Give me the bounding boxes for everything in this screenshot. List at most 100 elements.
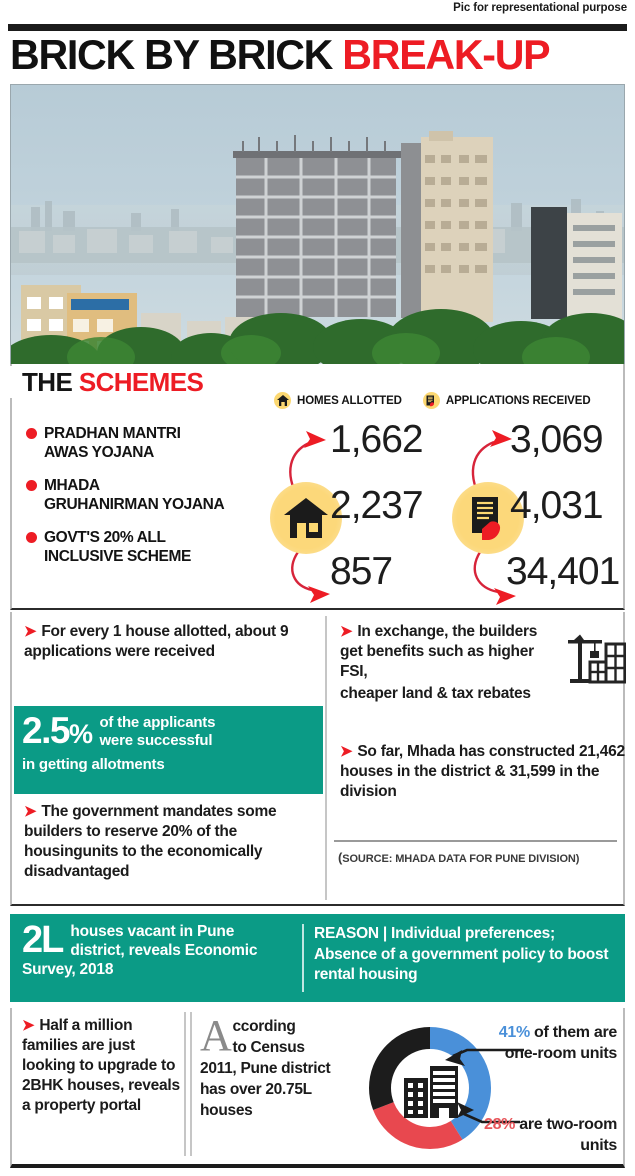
vacancy-reason: REASON | Individual preferences; Absence… xyxy=(314,924,614,986)
bottom-divider-2 xyxy=(190,1012,192,1156)
home-icon xyxy=(284,498,328,538)
scheme-name-1: PRADHAN MANTRI AWAS YOJANA xyxy=(44,424,181,462)
success-rate-caption: of the applicants were successful xyxy=(99,712,215,750)
scheme-name-2-line1: MHADA xyxy=(44,477,100,494)
home-icon xyxy=(274,392,291,409)
vacancy-divider xyxy=(302,924,304,992)
fact-2bhk-demand-text: Half a million families are just looking… xyxy=(22,1017,180,1114)
fact-mhada-construction: ➤ So far, Mhada has constructed 21,462 ho… xyxy=(340,742,625,802)
headline-part1: BRICK BY BRICK xyxy=(10,31,343,78)
vacancy-text: houses vacant in Pune district, reveals … xyxy=(22,923,258,978)
scheme-name-1-line2: AWAS YOJANA xyxy=(44,444,154,461)
bottom-divider-1 xyxy=(184,1012,186,1156)
arrow-bullet-icon: ➤ xyxy=(340,623,353,640)
crane-glyph xyxy=(568,634,627,684)
scheme-name-3-line2: INCLUSIVE SCHEME xyxy=(44,548,191,565)
census-line2: to Census xyxy=(232,1039,305,1056)
fact-ratio-text: For every 1 house allotted, about 9 appl… xyxy=(24,623,289,660)
schemes-section-title: THE SCHEMES xyxy=(10,366,221,398)
donut-segment-two-room xyxy=(369,1027,491,1149)
buildings-icon xyxy=(404,1066,458,1118)
source-note: (SOURCE: MHADA DATA FOR PUNE DIVISION) xyxy=(338,848,623,869)
legend-label-homes: HOMES ALLOTTED xyxy=(297,394,402,407)
census-dropcap: A xyxy=(200,1011,232,1060)
fact-mhada-construction-text: So far, Mhada has constructed 21,462 hou… xyxy=(340,743,625,800)
applications-received-value-3: 34,401 xyxy=(506,550,620,593)
census-line1: ccording xyxy=(232,1018,296,1035)
success-rate-line2: were successful xyxy=(99,732,213,749)
scheme-name-3-line1: GOVT'S 20% ALL xyxy=(44,529,166,546)
percent-sign: % xyxy=(68,719,93,749)
document-hand-icon xyxy=(422,392,440,409)
fact-builder-benefits-text: In exchange, the builders get benefits s… xyxy=(340,623,538,680)
source-text: : MHADA DATA FOR PUNE DIVISION) xyxy=(388,853,580,865)
success-rate-value: 2.5 xyxy=(22,710,70,751)
arrow-bullet-icon: ➤ xyxy=(22,1017,35,1034)
arrow-bullet-icon: ➤ xyxy=(24,623,37,640)
homes-allotted-value-2: 2,237 xyxy=(330,484,424,527)
document-hand-icon xyxy=(472,497,501,540)
success-rate-row: 2.5% of the applicants were successful xyxy=(22,712,315,753)
photo-credit: Pic for representational purpose xyxy=(453,2,627,14)
document-glyph xyxy=(426,395,435,406)
success-rate-line3: in getting allotments xyxy=(22,756,165,773)
bullet-dot-icon xyxy=(26,532,37,543)
source-label: SOURCE xyxy=(342,853,389,865)
callout-two-room-pct: 28% xyxy=(483,1116,516,1133)
callout-one-room: 41% of them are one-room units xyxy=(469,1022,618,1064)
hero-photo xyxy=(10,84,625,368)
vacancy-big-number: 2L xyxy=(22,919,64,961)
census-rest: 2011, Pune district has over 20.75L hous… xyxy=(200,1060,331,1119)
home-glyph xyxy=(276,395,289,406)
vacancy-left: 2L houses vacant in Pune district, revea… xyxy=(22,919,292,979)
facts-divider xyxy=(325,616,327,900)
applications-received-icon-badge xyxy=(452,482,524,554)
homes-allotted-icon-badge xyxy=(270,482,342,554)
page-title: BRICK BY BRICK BREAK-UP xyxy=(10,32,613,78)
schemes-panel: HOMES ALLOTTED APPLICATIONS RECEIVED PR xyxy=(10,364,625,610)
facts-section: ➤ For every 1 house allotted, about 9 app… xyxy=(10,612,627,906)
homes-allotted-value-1: 1,662 xyxy=(330,418,424,461)
bottom-section: ➤ Half a million families are just lookin… xyxy=(10,1008,625,1168)
vacancy-band: 2L houses vacant in Pune district, revea… xyxy=(10,914,625,1002)
bullet-dot-icon xyxy=(26,428,37,439)
scheme-name-2: MHADA GRUHANIRMAN YOJANA xyxy=(44,476,225,514)
scheme-name-1-line1: PRADHAN MANTRI xyxy=(44,425,181,442)
source-prefix: ( xyxy=(338,850,343,865)
vacancy-reason-text: Individual preferences; Absence of a gov… xyxy=(314,925,609,983)
bullet-dot-icon xyxy=(26,480,37,491)
applications-received-value-2: 4,031 xyxy=(510,484,604,527)
headline-part2: BREAK-UP xyxy=(342,31,550,78)
arrow-bullet-icon: ➤ xyxy=(340,743,353,760)
callout-two-room-text: are two-room units xyxy=(515,1116,617,1154)
donut-segment-other xyxy=(369,1027,491,1149)
scheme-name-3: GOVT'S 20% ALL INCLUSIVE SCHEME xyxy=(44,528,191,566)
fact-builder-benefits: ➤ In exchange, the builders get benefits … xyxy=(340,622,555,682)
fact-reservation-text: The government mandates some builders to… xyxy=(24,803,277,880)
callout-one-room-text: of them are one-room units xyxy=(504,1024,618,1062)
success-rate-highlight: 2.5% of the applicants were successful i… xyxy=(14,706,323,794)
schemes-title-the: THE xyxy=(22,367,79,397)
scheme-row-name-3: GOVT'S 20% ALL INCLUSIVE SCHEME xyxy=(26,528,272,566)
callout-two-room: 28% are two-room units xyxy=(455,1114,617,1156)
scheme-name-list: PRADHAN MANTRI AWAS YOJANA MHADA GRUHANI… xyxy=(26,424,272,580)
cityscape-illustration xyxy=(11,85,624,367)
schemes-legend: HOMES ALLOTTED APPLICATIONS RECEIVED xyxy=(274,392,591,409)
fact-2bhk-demand: ➤ Half a million families are just lookin… xyxy=(22,1016,180,1116)
vacancy-reason-label: REASON | xyxy=(314,925,392,942)
arrow-bullet-icon: ➤ xyxy=(24,803,37,820)
applications-received-value-1: 3,069 xyxy=(510,418,604,461)
header-rule xyxy=(8,24,627,31)
success-rate-number: 2.5% xyxy=(22,710,93,753)
donut-svg xyxy=(369,1027,491,1149)
homes-allotted-value-3: 857 xyxy=(330,550,393,593)
construction-crane-icon xyxy=(560,634,627,691)
callout-one-room-pct: 41% xyxy=(498,1024,530,1041)
legend-label-applications: APPLICATIONS RECEIVED xyxy=(445,394,591,407)
scheme-name-2-line2: GRUHANIRMAN YOJANA xyxy=(44,496,225,513)
schemes-title-schemes: SCHEMES xyxy=(78,367,204,397)
scheme-row-name-1: PRADHAN MANTRI AWAS YOJANA xyxy=(26,424,272,462)
fact-builder-benefits-text2: cheaper land & tax rebates xyxy=(340,685,531,702)
